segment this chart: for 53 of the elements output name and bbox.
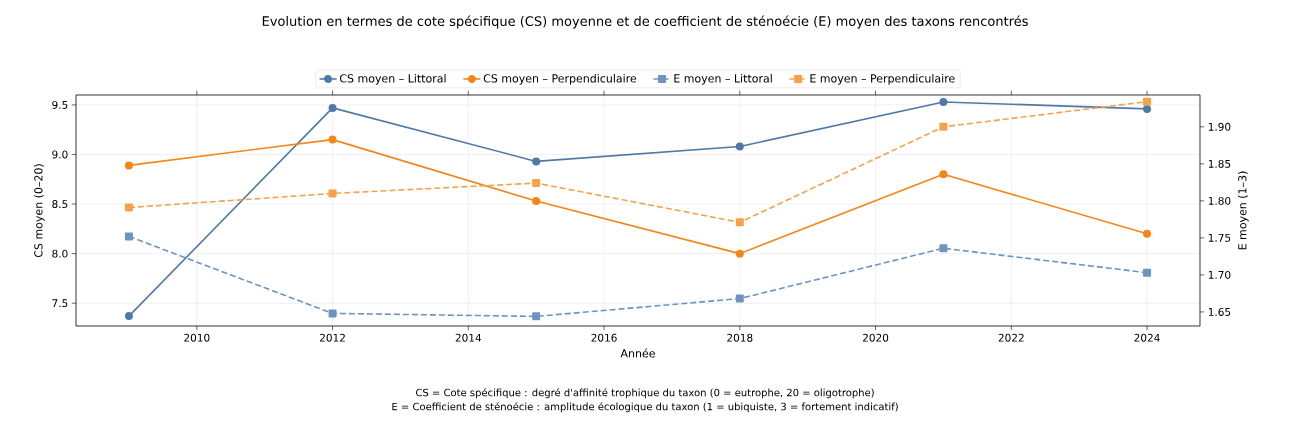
- y2-tick-label: 1.65: [1208, 307, 1231, 316]
- point: [939, 97, 948, 106]
- x-tick-label: 2020: [862, 333, 889, 342]
- text: E = Coefficient de sténoécie : amplitude écologique du taxon (1 = ubiquiste, 3 = fortement indicatif): [392, 402, 898, 413]
- y-tick-label: 9.0: [52, 150, 68, 159]
- point: [939, 122, 948, 131]
- point: [735, 142, 744, 151]
- text: CS = Cote spécifique : degré d'affinité trophique du taxon (0 = eutrophe, 20 = oligotrophe): [416, 388, 874, 399]
- point: [735, 294, 744, 303]
- y2-tick-label: 1.80: [1208, 196, 1231, 205]
- point: [532, 179, 541, 188]
- y2-axis-title: E moyen (1–3): [1237, 171, 1249, 250]
- point: [532, 197, 541, 206]
- y-tick-label: 8.0: [52, 249, 68, 258]
- point: [1143, 97, 1152, 106]
- y-tick-label: 7.5: [52, 299, 68, 308]
- point: [328, 135, 337, 144]
- point: [124, 312, 133, 321]
- x-tick-label: 2018: [727, 333, 753, 342]
- y-tick-label: 8.5: [52, 200, 68, 209]
- legend-label: CS moyen – Perpendiculaire: [483, 74, 637, 85]
- point: [532, 312, 541, 321]
- x-tick-label: 2022: [998, 333, 1024, 342]
- point: [124, 203, 133, 212]
- point: [328, 103, 337, 112]
- point: [1143, 104, 1152, 113]
- y2-tick-label: 1.75: [1208, 233, 1231, 242]
- x-tick-label: 2010: [184, 333, 210, 342]
- point: [735, 249, 744, 258]
- point: [939, 170, 948, 179]
- y-tick-label: 9.5: [52, 100, 68, 109]
- y-axis-title: CS moyen (0–20): [34, 164, 45, 258]
- y2-tick-label: 1.70: [1208, 270, 1231, 279]
- x-tick-label: 2016: [591, 333, 617, 342]
- x-tick-label: 2012: [319, 333, 345, 342]
- point: [939, 244, 948, 253]
- point: [328, 309, 337, 318]
- point: [532, 157, 541, 166]
- legend-label: E moyen – Perpendiculaire: [810, 74, 955, 85]
- point: [735, 218, 744, 227]
- x-tick-label: 2014: [455, 333, 482, 342]
- x-tick-label: 2024: [1134, 333, 1160, 342]
- y2-tick-label: 1.85: [1208, 159, 1231, 168]
- point: [124, 161, 133, 170]
- point: [328, 189, 337, 198]
- point: [1143, 268, 1152, 277]
- legend-label: CS moyen – Littoral: [339, 74, 446, 85]
- y2-tick-label: 1.90: [1208, 122, 1231, 131]
- point: [124, 232, 133, 241]
- chart-title: Evolution en termes de cote spécifique (CS) moyenne et de coefficient de sténoécie (E) moyen des taxons rencontrés: [262, 15, 1028, 29]
- point: [1143, 229, 1152, 238]
- legend-label: E moyen – Littoral: [674, 74, 772, 85]
- x-axis-title: Année: [620, 348, 655, 358]
